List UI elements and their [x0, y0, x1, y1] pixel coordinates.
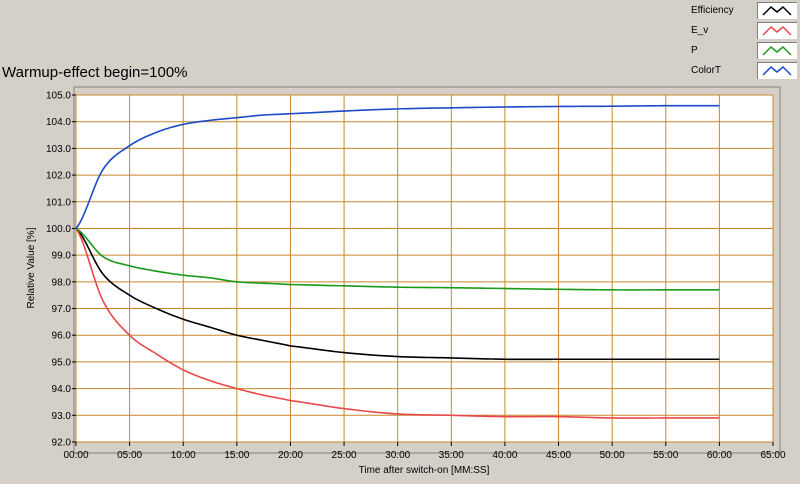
- legend-label: Efficiency: [691, 5, 734, 16]
- y-tick-label: 99.0: [52, 251, 72, 262]
- x-tick-label: 35:00: [439, 450, 464, 461]
- y-axis: 105.0 104.0 103.0 102.0 101.0 100.0 99.0 98.0 97…: [46, 91, 76, 449]
- legend-line-icon: [762, 65, 792, 76]
- y-tick-label: 102.0: [46, 171, 71, 182]
- legend-label: E_v: [691, 25, 709, 36]
- x-tick-label: 40:00: [492, 450, 517, 461]
- legend-swatch[interactable]: [757, 2, 797, 19]
- legend-swatch[interactable]: [757, 62, 797, 79]
- y-tick-label: 104.0: [46, 117, 71, 128]
- legend-label: ColorT: [691, 65, 722, 76]
- series-line-efficiency: [75, 227, 720, 361]
- legend-swatch[interactable]: [757, 42, 797, 59]
- legend-item-colort: ColorT: [681, 61, 800, 81]
- x-tick-label: 20:00: [278, 450, 303, 461]
- x-tick-label: 60:00: [707, 450, 732, 461]
- x-tick-label: 45:00: [546, 450, 571, 461]
- x-axis-label: Time after switch-on [MM:SS]: [359, 465, 490, 476]
- x-axis: 00:00 05:00 10:00 15:00 20:00 25:00 30:00 35:00…: [63, 442, 786, 461]
- x-tick-label: 00:00: [63, 450, 88, 461]
- plot-area[interactable]: [76, 95, 773, 442]
- y-axis-label: Relative Value [%]: [26, 227, 37, 308]
- y-tick-label: 93.0: [52, 411, 72, 422]
- legend-line-icon: [762, 25, 792, 36]
- legend-line-icon: [762, 5, 792, 16]
- x-tick-label: 15:00: [224, 450, 249, 461]
- legend-line-icon: [762, 45, 792, 56]
- legend-label: P: [691, 45, 698, 56]
- series-line-e-v: [75, 228, 720, 419]
- x-tick-label: 55:00: [653, 450, 678, 461]
- y-tick-label: 96.0: [52, 331, 72, 342]
- legend-item-e-v: E_v: [681, 21, 800, 41]
- plot-frame: [73, 86, 781, 454]
- y-tick-label: 100.0: [46, 224, 71, 235]
- y-tick-label: 94.0: [52, 384, 72, 395]
- legend-item-p: P: [681, 41, 800, 61]
- series-line-colort: [75, 104, 720, 229]
- y-tick-label: 105.0: [46, 91, 71, 102]
- y-tick-label: 95.0: [52, 357, 72, 368]
- y-tick-label: 101.0: [46, 197, 71, 208]
- y-tick-label: 103.0: [46, 144, 71, 155]
- x-tick-label: 30:00: [385, 450, 410, 461]
- chart-title: Warmup-effect begin=100%: [2, 64, 188, 81]
- x-tick-label: 50:00: [600, 450, 625, 461]
- legend: Efficiency E_v P ColorT: [681, 0, 800, 86]
- y-tick-label: 92.0: [52, 438, 72, 449]
- y-tick-label: 98.0: [52, 277, 72, 288]
- x-tick-label: 05:00: [117, 450, 142, 461]
- legend-item-efficiency: Efficiency: [681, 1, 800, 21]
- series-group: [75, 104, 720, 419]
- series-line-p: [75, 227, 720, 291]
- x-tick-label: 10:00: [171, 450, 196, 461]
- y-tick-label: 97.0: [52, 304, 72, 315]
- x-tick-label: 65:00: [760, 450, 785, 461]
- legend-swatch[interactable]: [757, 22, 797, 39]
- x-tick-label: 25:00: [332, 450, 357, 461]
